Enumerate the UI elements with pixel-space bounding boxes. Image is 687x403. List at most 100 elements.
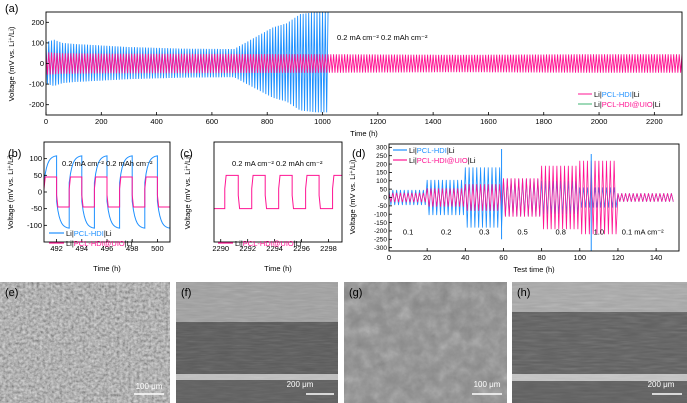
panel-b-y-tick-label: -50 bbox=[31, 204, 42, 213]
panel-a-y-tick-label: 200 bbox=[31, 18, 44, 27]
panel-a-x-tick-label: 200 bbox=[95, 117, 108, 126]
sem-layer-base-f bbox=[176, 380, 338, 403]
panel-a-x-tick-label: 1800 bbox=[535, 117, 552, 126]
panel-d-label: (d) bbox=[352, 148, 365, 160]
panel-b-ylabel: Voltage (mV vs. Li⁺/Li) bbox=[6, 154, 15, 229]
panel-a-x-tick-label: 600 bbox=[206, 117, 219, 126]
panel-d-xlabel: Test time (h) bbox=[513, 265, 555, 274]
scale-text-e: 100 μm bbox=[136, 382, 163, 391]
panel-d-rate-label: 0.5 bbox=[517, 227, 527, 236]
legend-text-pcl-hdi-uio: Li|PCL-HDI@UIO|Li bbox=[235, 239, 302, 248]
panel-a-legend: Li|PCL-HDI|Li Li|PCL-HDI@UIO|Li bbox=[578, 90, 661, 109]
panel-a-x-tick-label: 1000 bbox=[314, 117, 331, 126]
panel-b-x-tick-label: 500 bbox=[151, 244, 164, 253]
panel-d-y-tick-label: 100 bbox=[376, 178, 387, 185]
panel-d-y-tick-label: -200 bbox=[374, 228, 387, 235]
legend-text-pcl-hdi-uio: Li|PCL-HDI@UIO|Li bbox=[594, 100, 661, 109]
panel-a-x-tick-label: 2000 bbox=[591, 117, 608, 126]
scale-text-g: 100 μm bbox=[474, 380, 501, 389]
series-pcl-hdi-uio-line bbox=[46, 52, 682, 75]
legend-text-pcl-hdi: Li|PCL-HDI|Li bbox=[66, 229, 112, 238]
panel-d-x-tick-label: 100 bbox=[574, 253, 587, 262]
panel-d-rate-label: 0.2 bbox=[441, 227, 451, 236]
panel-b-y-tick-label: 100 bbox=[29, 154, 42, 163]
panel-b-x-tick-label: 492 bbox=[50, 244, 63, 253]
panel-c-x-ticks: 2290 2292 2294 2296 2298 bbox=[212, 239, 337, 253]
panel-b: (b) 492 494 496 498 500 -100 -50 0 50 100 Time (… bbox=[6, 141, 171, 273]
sem-label-h: (h) bbox=[517, 287, 530, 299]
panel-d: (d) 0 20 40 60 80 100 120 140 -300-250-200-150-… bbox=[348, 143, 680, 274]
panel-c-x-tick-label: 2290 bbox=[212, 244, 229, 253]
panel-c: (c) 2290 2292 2294 2296 2298 Time (h) Voltag… bbox=[180, 141, 343, 273]
panel-d-x-tick-label: 120 bbox=[612, 253, 625, 262]
panel-b-y-tick-label: 0 bbox=[38, 188, 42, 197]
panel-a-y-tick-label: -100 bbox=[29, 80, 44, 89]
panel-a-x-tick-label: 1400 bbox=[425, 117, 442, 126]
legend-text-pcl-hdi: Li|PCL-HDI|Li bbox=[594, 90, 640, 99]
panel-b-legend: Li|PCL-HDI|Li Li|PCL-HDI@UIO|Li bbox=[49, 229, 133, 248]
series-pcl-hdi-line bbox=[46, 12, 329, 113]
sem-layer-base-h bbox=[512, 381, 687, 403]
sem-panel-g: (g) 100 μm bbox=[344, 282, 507, 403]
legend-text-pcl-hdi-uio: Li|PCL-HDI@UIO|Li bbox=[66, 239, 133, 248]
panel-d-legend: Li|PCL-HDI|Li Li|PCL-HDI@UIO|Li bbox=[393, 146, 476, 165]
panel-d-rate-label: 0.1 bbox=[403, 227, 413, 236]
panel-c-x-tick-label: 2294 bbox=[266, 244, 283, 253]
panel-a-x-tick-label: 0 bbox=[44, 117, 48, 126]
panel-d-x-tick-label: 80 bbox=[537, 253, 545, 262]
panel-d-rate-label: 0.3 bbox=[479, 227, 489, 236]
panel-d-rate-label: 0.1 mA cm⁻² bbox=[622, 227, 664, 236]
panel-a-label: (a) bbox=[5, 3, 18, 15]
series-pcl-hdi-uio-line bbox=[389, 160, 674, 235]
panel-d-plot bbox=[389, 149, 674, 251]
panel-c-x-tick-label: 2298 bbox=[320, 244, 337, 253]
panel-a-x-tick-label: 400 bbox=[150, 117, 163, 126]
scale-text-f: 200 μm bbox=[287, 380, 314, 389]
legend-item-pcl-hdi: Li|PCL-HDI|Li bbox=[393, 146, 455, 155]
panel-b-y-tick-label: 50 bbox=[34, 171, 42, 180]
sem-panel-e: (e) 100 μm bbox=[0, 282, 170, 403]
panel-c-x-tick-label: 2292 bbox=[239, 244, 256, 253]
panel-b-x-ticks: 492 494 496 498 500 bbox=[50, 239, 164, 253]
panel-d-y-tick-label: -250 bbox=[374, 236, 387, 243]
panel-c-annotation: 0.2 mA cm⁻² 0.2 mAh cm⁻² bbox=[232, 159, 323, 168]
panel-a-x-tick-label: 800 bbox=[261, 117, 274, 126]
panel-c-plot bbox=[214, 174, 342, 210]
sem-layer-mid-h bbox=[512, 312, 687, 374]
legend-text-pcl-hdi: Li|PCL-HDI|Li bbox=[409, 146, 455, 155]
legend-item-pcl-hdi-uio: Li|PCL-HDI@UIO|Li bbox=[393, 156, 476, 165]
panel-a-xlabel: Time (h) bbox=[350, 129, 378, 138]
panel-a-annotation: 0.2 mA cm⁻² 0.2 mAh cm⁻² bbox=[337, 33, 428, 42]
sem-layer-line-f bbox=[176, 374, 338, 380]
panel-a-frame bbox=[45, 11, 683, 116]
panel-d-x-tick-label: 140 bbox=[650, 253, 663, 262]
panel-d-rate-labels: 0.1 0.2 0.3 0.5 0.8 1.0 0.1 mA cm⁻² bbox=[403, 227, 664, 236]
series-pcl-hdi-uio-line bbox=[214, 174, 342, 210]
sem-texture-g bbox=[344, 282, 507, 403]
panel-d-ylabel: Voltage (mV vs. Li⁺/Li) bbox=[348, 159, 357, 234]
panel-b-annotation: 0.2 mA cm⁻² 0.2 mAh cm⁻² bbox=[62, 159, 153, 168]
panel-d-x-tick-label: 40 bbox=[461, 253, 469, 262]
panel-d-rate-label: 0.8 bbox=[555, 227, 565, 236]
legend-item-pcl-hdi-uio: Li|PCL-HDI@UIO|Li bbox=[49, 239, 133, 248]
panel-d-rate-label: 1.0 bbox=[594, 227, 604, 236]
legend-item-pcl-hdi: Li|PCL-HDI|Li bbox=[49, 229, 112, 238]
scale-text-h: 200 μm bbox=[648, 380, 675, 389]
panel-d-x-tick-label: 60 bbox=[499, 253, 507, 262]
panel-d-y-tick-label: 50 bbox=[380, 186, 388, 193]
panel-c-ylabel: Voltage (mV vs. Li⁺/Li) bbox=[183, 154, 192, 229]
panel-a-y-ticks: -200 -100 0 100 200 bbox=[29, 18, 49, 109]
panel-c-frame bbox=[213, 141, 343, 243]
panel-b-x-tick-label: 496 bbox=[101, 244, 114, 253]
panel-b-xlabel: Time (h) bbox=[93, 264, 121, 273]
panel-d-x-tick-label: 0 bbox=[387, 253, 391, 262]
panel-b-plot bbox=[44, 155, 170, 229]
sem-panel-h: (h) 200 μm bbox=[512, 282, 687, 403]
sem-label-f: (f) bbox=[181, 287, 191, 299]
sem-panel-f: (f) 200 μm bbox=[176, 282, 338, 403]
series-pcl-hdi-uio-line bbox=[44, 176, 170, 208]
panel-d-y-tick-label: -100 bbox=[374, 211, 387, 218]
panel-b-y-ticks: -100 -50 0 50 100 bbox=[27, 154, 47, 230]
